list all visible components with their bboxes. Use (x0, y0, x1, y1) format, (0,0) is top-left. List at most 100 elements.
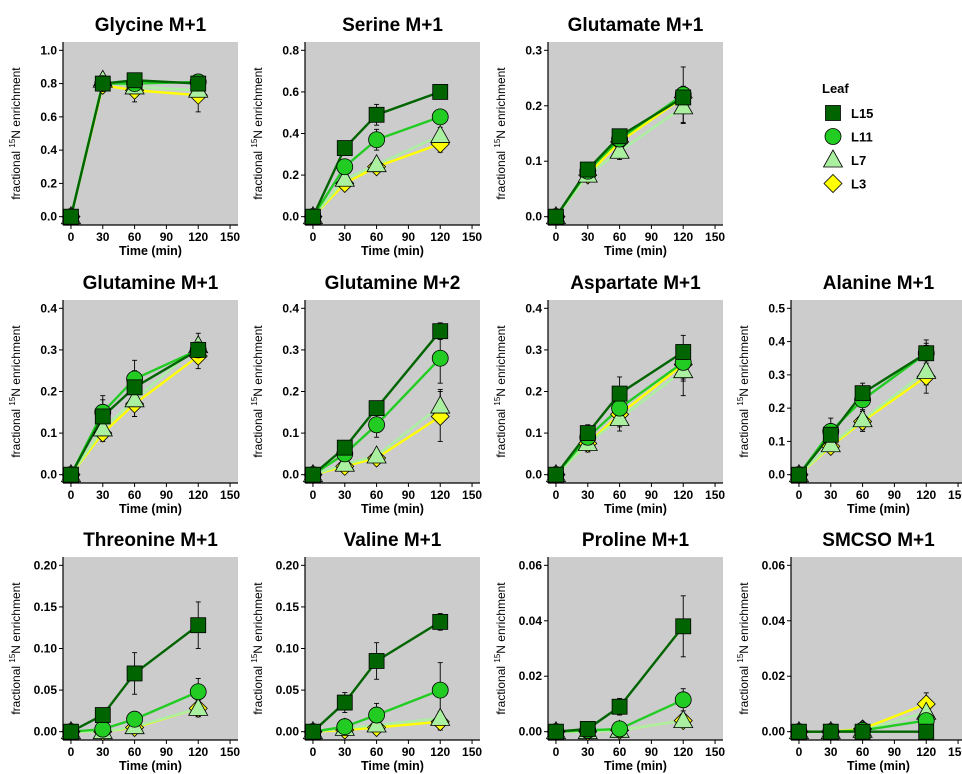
y-tick-label: 0.2 (40, 385, 57, 399)
panel-serine-m-1: Serine M+1 0.0 0.2 0.4 0.6 0.8 0 30 60 90 120 150 Ti… (250, 15, 482, 258)
panel-glycine-m-1: Glycine M+1 0.0 0.2 0.4 0.6 0.8 1.0 0 30 60 90 120 1… (8, 15, 240, 258)
y-tick-label: 0.0 (768, 468, 785, 482)
x-tick-label: 0 (553, 230, 560, 244)
y-axis-label: fractional 15N enrichment (250, 325, 265, 458)
y-tick-label: 0.0 (282, 210, 299, 224)
y-tick-label: 0.8 (282, 43, 299, 57)
y-tick-label: 0.2 (525, 99, 542, 113)
x-tick-label: 0 (310, 745, 317, 759)
point-l15 (368, 653, 385, 669)
x-tick-label: 90 (645, 745, 659, 759)
point-l15 (432, 84, 449, 100)
panel-background (548, 42, 723, 225)
point-l7 (334, 453, 355, 472)
x-tick-label: 30 (581, 488, 595, 502)
legend-key-l7 (822, 149, 844, 168)
y-tick-label: 0.0 (40, 468, 57, 482)
series-line-l11 (311, 115, 441, 218)
x-tick-label: 150 (220, 488, 240, 502)
y-tick-label: 0.1 (525, 154, 542, 168)
panel-title: Proline M+1 (582, 530, 690, 551)
panel-background (63, 557, 238, 740)
point-l15 (63, 466, 79, 483)
x-tick-label: 120 (188, 745, 208, 759)
point-l7 (124, 388, 145, 408)
x-tick-label: 0 (68, 488, 75, 502)
x-tick-label: 90 (645, 230, 659, 244)
point-l11 (611, 720, 628, 738)
point-l7 (609, 140, 630, 159)
panel-background (305, 557, 480, 740)
panel-background (548, 557, 723, 740)
y-tick-label: 0.02 (762, 669, 786, 683)
point-l7 (673, 96, 694, 115)
x-axis-label: Time (min) (361, 244, 424, 258)
x-tick-label: 0 (796, 745, 803, 759)
y-axis-label: fractional 15N enrichment (8, 582, 23, 715)
y-tick-label: 0.3 (282, 343, 299, 357)
legend-item-l7: L7 (822, 149, 866, 168)
x-axis-label: Time (min) (847, 759, 910, 773)
x-tick-label: 60 (370, 230, 384, 244)
y-tick-label: 0.00 (762, 725, 786, 739)
y-tick-label: 0.04 (519, 614, 543, 628)
series-line-l15 (70, 624, 199, 733)
point-l7 (92, 418, 113, 437)
y-tick-label: 0.6 (40, 110, 57, 124)
point-l7 (334, 168, 355, 187)
panel-title: Threonine M+1 (83, 530, 218, 551)
point-l11 (611, 399, 628, 417)
y-tick-label: 0.2 (40, 176, 57, 190)
y-tick-label: 0.4 (40, 143, 57, 157)
series-line-l15 (312, 330, 442, 476)
panel-background (791, 557, 962, 740)
series-line-l15 (554, 96, 684, 218)
y-tick-label: 0.4 (525, 301, 542, 315)
point-l11 (368, 131, 385, 149)
x-tick-label: 30 (96, 230, 110, 244)
x-tick-label: 120 (673, 745, 693, 759)
point-l15 (611, 128, 628, 145)
x-axis-label: Time (min) (847, 502, 910, 516)
y-tick-label: 0.2 (768, 401, 785, 415)
y-tick-label: 0.04 (762, 614, 786, 628)
x-axis-label: Time (min) (119, 502, 182, 516)
x-tick-label: 30 (824, 745, 838, 759)
y-tick-label: 0.1 (40, 426, 57, 440)
panel-title: Serine M+1 (342, 15, 443, 36)
x-tick-label: 60 (128, 488, 142, 502)
x-axis-label: Time (min) (361, 759, 424, 773)
point-l11 (126, 710, 143, 728)
panel-glutamine-m-2: Glutamine M+2 0.0 0.1 0.2 0.3 0.4 0 30 60 90 120 15… (250, 273, 482, 516)
point-l15 (611, 698, 628, 715)
point-l7 (430, 395, 451, 414)
series-line-l11 (312, 688, 441, 733)
point-l15 (548, 466, 564, 483)
x-tick-label: 0 (310, 230, 317, 244)
x-axis-label: Time (min) (604, 244, 667, 258)
series-line-l15 (69, 348, 199, 476)
series-line-l15 (798, 352, 927, 476)
x-tick-label: 0 (68, 230, 75, 244)
x-tick-label: 120 (916, 745, 936, 759)
panel-title: Glutamine M+2 (325, 273, 461, 294)
y-tick-label: 0.10 (276, 642, 300, 656)
legend-label: L3 (851, 177, 866, 192)
point-l15 (336, 439, 353, 456)
point-l15 (791, 466, 807, 483)
series-line-l7 (798, 370, 927, 476)
y-tick-label: 0.15 (34, 600, 58, 614)
point-l11 (94, 720, 112, 738)
point-l15 (190, 342, 207, 358)
x-tick-label: 30 (824, 488, 838, 502)
panel-valine-m-1: Valine M+1 0.00 0.05 0.10 0.15 0.20 0 30 60 90 120… (250, 530, 482, 773)
point-l11 (431, 681, 449, 699)
legend-label: L15 (851, 106, 873, 121)
x-tick-label: 60 (128, 745, 142, 759)
panel-title: Glycine M+1 (95, 15, 207, 36)
point-l15 (305, 208, 321, 225)
y-tick-label: 0.3 (525, 343, 542, 357)
legend-item-l3: L3 (823, 173, 866, 194)
y-axis-label: fractional 15N enrichment (736, 325, 751, 458)
